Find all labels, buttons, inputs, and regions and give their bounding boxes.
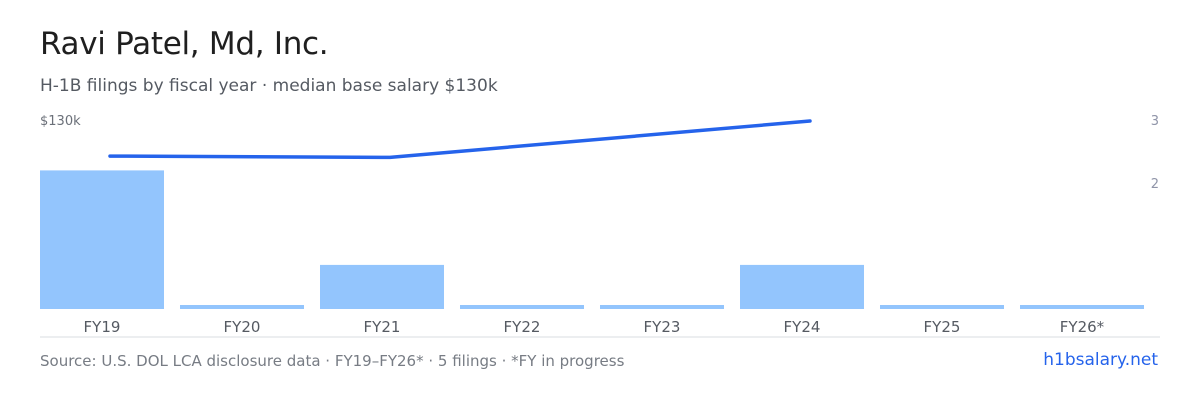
bars-group bbox=[40, 170, 1144, 309]
bar-fy24 bbox=[740, 264, 864, 309]
chart-title: Ravi Patel, Md, Inc. bbox=[40, 26, 329, 62]
category-label: FY21 bbox=[364, 318, 401, 336]
category-label: FY24 bbox=[784, 318, 821, 336]
left-axis-tick: $130k bbox=[40, 114, 81, 129]
site-link[interactable]: h1bsalary.net bbox=[1043, 350, 1158, 370]
bar-fy21 bbox=[320, 264, 444, 309]
category-label: FY25 bbox=[924, 318, 961, 336]
axis-ticks: $130k 2 3 bbox=[40, 114, 1159, 192]
right-axis-tick: 2 bbox=[1151, 177, 1159, 192]
category-label: FY20 bbox=[224, 318, 261, 336]
footer-source: Source: U.S. DOL LCA disclosure data · F… bbox=[40, 352, 625, 370]
right-axis-tick: 3 bbox=[1151, 114, 1159, 129]
category-label: FY22 bbox=[504, 318, 541, 336]
category-labels: FY19 FY20 FY21 FY22 FY23 FY24 FY25 FY26* bbox=[84, 318, 1105, 336]
bar-fy22 bbox=[460, 305, 584, 309]
category-label: FY23 bbox=[644, 318, 681, 336]
bar-fy23 bbox=[600, 305, 724, 309]
bar-fy25 bbox=[880, 305, 1004, 309]
salary-line bbox=[108, 119, 812, 160]
bar-fy20 bbox=[180, 305, 304, 309]
category-label: FY19 bbox=[84, 318, 121, 336]
bar-fy19 bbox=[40, 170, 164, 309]
chart-subtitle: H-1B filings by fiscal year · median bas… bbox=[40, 76, 498, 96]
category-label: FY26* bbox=[1060, 318, 1105, 336]
bar-fy26-star bbox=[1020, 305, 1144, 309]
